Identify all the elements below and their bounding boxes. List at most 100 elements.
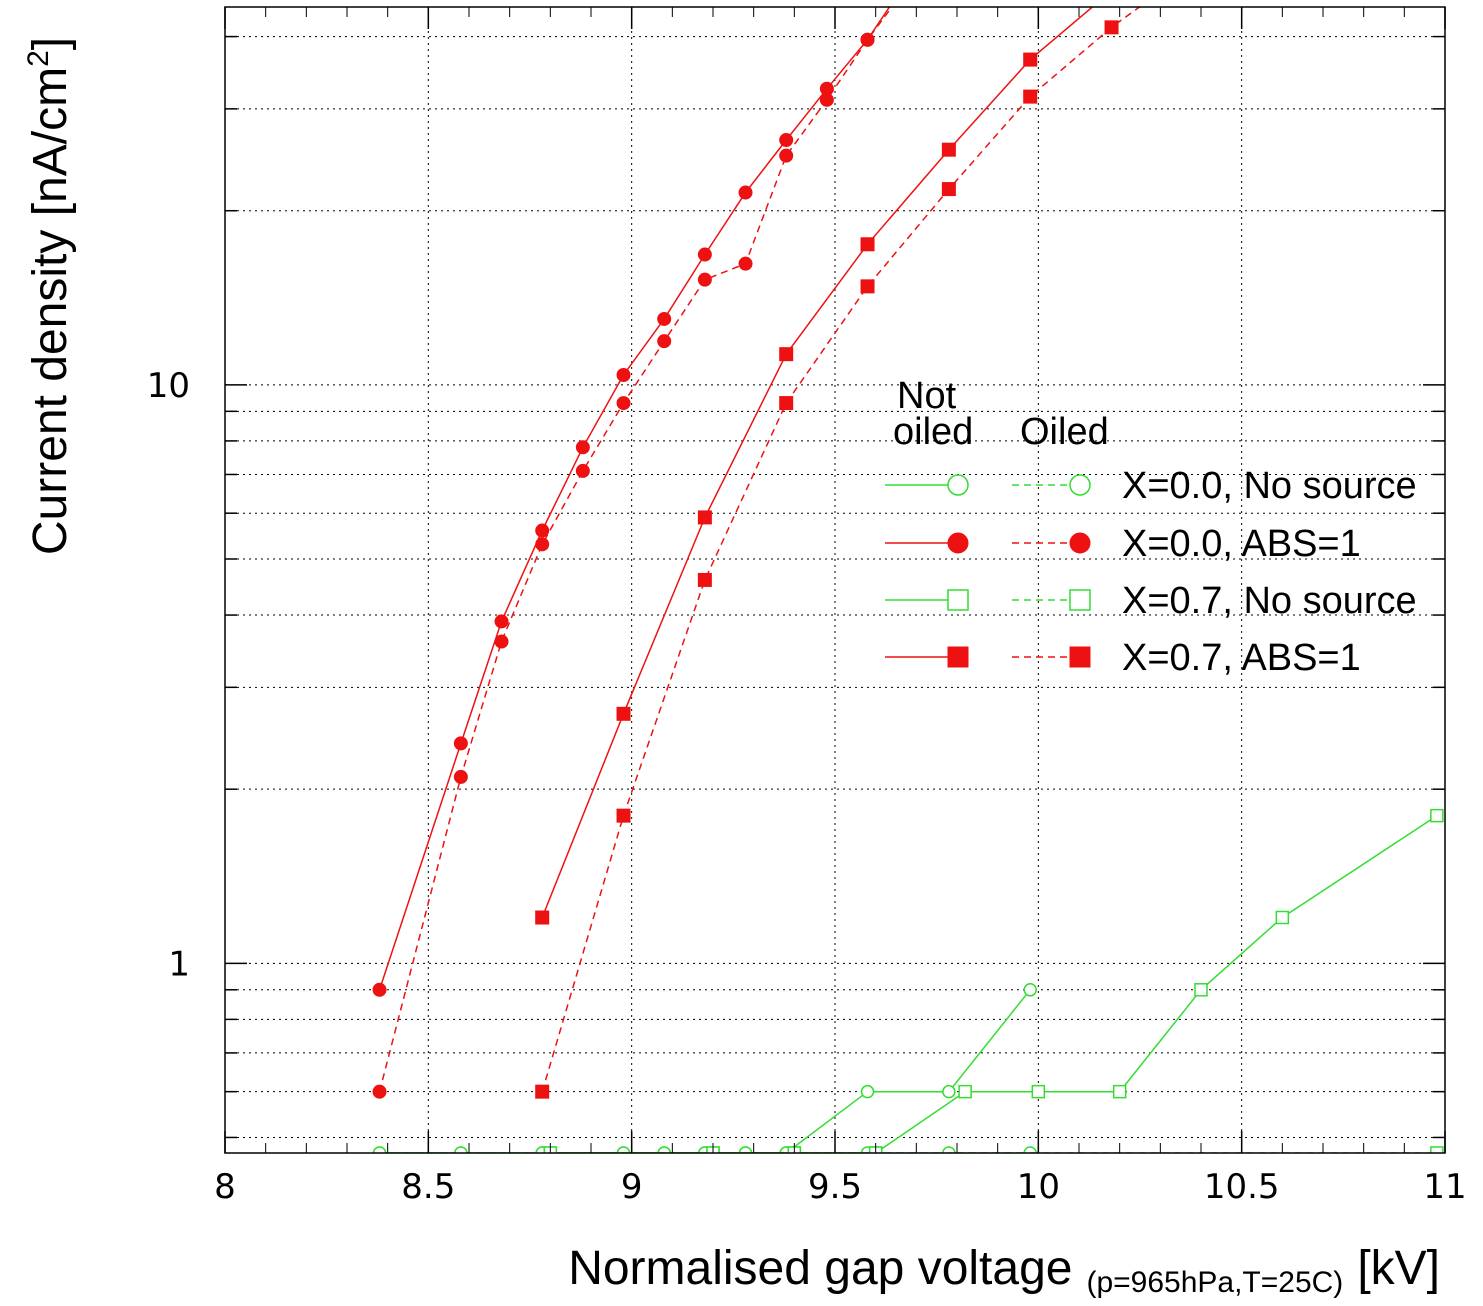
data-point [535, 537, 550, 552]
data-point [1023, 1146, 1037, 1153]
grid [225, 7, 1445, 1153]
data-point [942, 1084, 956, 1099]
data-point [372, 1084, 387, 1099]
data-point [454, 1146, 468, 1153]
data-point [1275, 910, 1290, 925]
legend-label: X=0.0, No source [1122, 465, 1417, 507]
y-axis-title-sup: 2 [22, 50, 55, 67]
data-point [494, 634, 509, 649]
data-point [779, 396, 794, 411]
data-point [657, 311, 672, 326]
data-point [1430, 808, 1444, 823]
legend-marker-solid [947, 646, 969, 668]
data-point [942, 1146, 956, 1153]
data-point [1023, 52, 1038, 67]
x-tick-label: 8 [214, 1167, 236, 1207]
data-point [779, 347, 794, 362]
data-point [860, 279, 875, 294]
series-5 [372, 983, 1037, 1153]
legend-marker-dashed [1069, 474, 1091, 496]
data-point [535, 1084, 550, 1099]
data-point [453, 769, 468, 784]
data-point [494, 614, 509, 629]
data-point [1023, 89, 1038, 104]
data-point [860, 32, 875, 47]
legend-entry-4: X=0.7, ABS=1 [885, 637, 1361, 679]
x-axis-title: Normalised gap voltage (p=965hPa,T=25C) [k… [568, 1242, 1440, 1299]
series-4 [535, 7, 1141, 1099]
data-point [535, 523, 550, 538]
x-tick-label: 10 [1017, 1167, 1060, 1207]
y-tick-label: 1 [168, 944, 190, 984]
legend: Not oiled Oiled X=0.0, No source X=0.0, A… [885, 375, 1417, 679]
data-point [941, 182, 956, 197]
data-point [779, 148, 794, 163]
legend-label: X=0.7, No source [1122, 580, 1417, 622]
x-tick-label: 11 [1423, 1167, 1466, 1207]
series-1 [372, 7, 891, 997]
legend-marker-solid [947, 474, 969, 496]
series-2 [372, 7, 893, 1099]
x-axis-title-unit: [kV] [1357, 1242, 1440, 1295]
series-3 [535, 7, 1094, 925]
legend-header-not-oiled-line1: Not [897, 375, 957, 417]
x-axis-title-sub: (p=965hPa,T=25C) [1086, 1266, 1343, 1299]
x-tick-label: 10.5 [1204, 1167, 1280, 1207]
data-point [738, 185, 753, 200]
legend-header-oiled: Oiled [1020, 411, 1109, 453]
legend-entry-3: X=0.7, No source [885, 580, 1417, 622]
data-point [958, 1084, 972, 1099]
data-point [657, 334, 672, 349]
data-point [616, 396, 631, 411]
data-point [1104, 20, 1119, 35]
legend-label: X=0.7, ABS=1 [1122, 637, 1361, 679]
legend-header-not-oiled-line2: oiled [893, 411, 973, 453]
data-point [819, 92, 834, 107]
legend-marker-solid [947, 589, 969, 611]
y-axis-title-close: ] [24, 37, 77, 50]
y-axis-title-main: Current density [nA/cm [24, 67, 77, 555]
data-point [616, 808, 631, 823]
legend-entry-1: X=0.0, No source [885, 465, 1417, 507]
data-point [1430, 1146, 1444, 1153]
x-tick-label: 9 [621, 1167, 643, 1207]
x-tick-label: 9.5 [808, 1167, 862, 1207]
data-point [535, 910, 550, 925]
data-point [779, 133, 794, 148]
series-layer [372, 7, 1444, 1153]
data-point [575, 463, 590, 478]
series-line [541, 7, 1094, 918]
legend-entries: X=0.0, No source X=0.0, ABS=1 X=0.7, No so… [885, 465, 1417, 679]
data-point [697, 247, 712, 262]
legend-marker-dashed [1069, 589, 1091, 611]
data-point [453, 736, 468, 751]
series-line [541, 7, 1141, 1092]
y-tick-label: 10 [147, 366, 190, 406]
legend-marker-dashed [1069, 646, 1091, 668]
x-axis-title-main: Normalised gap voltage [568, 1242, 1072, 1295]
series-line [550, 815, 1438, 1153]
data-point [616, 1146, 631, 1153]
data-point [941, 142, 956, 157]
series-line [379, 989, 1031, 1153]
series-line [378, 7, 891, 991]
series-7 [543, 808, 1444, 1153]
data-point [657, 1146, 671, 1153]
data-point [372, 982, 387, 997]
data-point [575, 440, 590, 455]
y-axis-title: Current density [nA/cm2] [22, 37, 77, 555]
data-point [697, 272, 712, 287]
legend-entry-2: X=0.0, ABS=1 [885, 523, 1361, 565]
data-point [1023, 983, 1037, 997]
data-point [1031, 1084, 1046, 1099]
data-point [860, 237, 875, 252]
data-point [1112, 1084, 1127, 1099]
data-point [616, 706, 631, 721]
data-point [738, 1146, 753, 1153]
data-point [616, 368, 631, 383]
data-point [697, 510, 712, 525]
legend-marker-solid [947, 532, 969, 554]
data-point [860, 1084, 875, 1099]
